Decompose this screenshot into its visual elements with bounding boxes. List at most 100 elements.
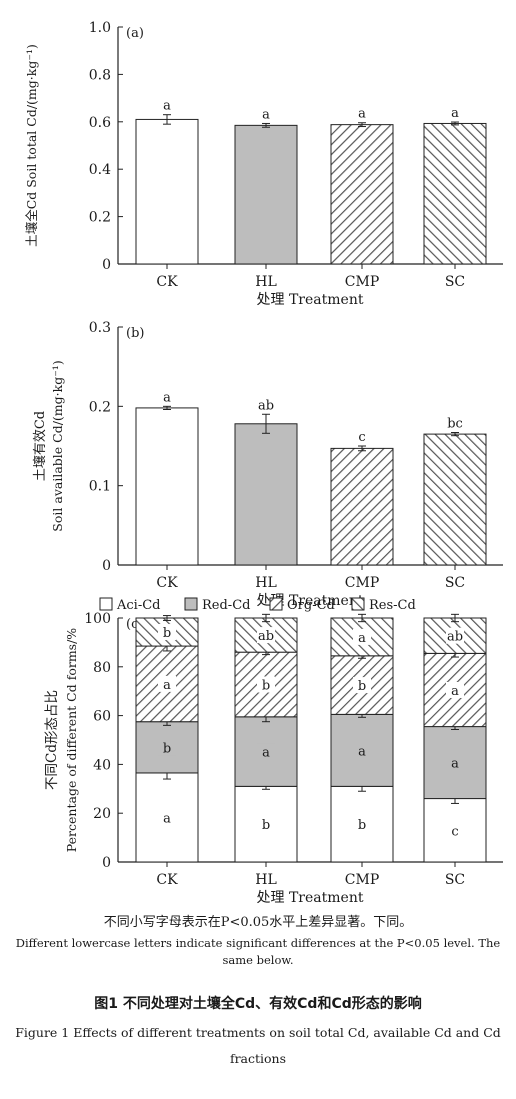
- panel-a-y-tick-label: 0.8: [89, 67, 111, 83]
- panel-c-significance-letter: c: [451, 824, 458, 839]
- panel-a-y-tick-label: 0.2: [89, 210, 111, 226]
- panel-a-x-tick-label: SC: [445, 274, 465, 290]
- panel-c-letter-bg: [353, 816, 371, 833]
- panel-a-y-axis-label: 土壤全Cd Soil total Cd/(mg·kg⁻¹): [24, 44, 39, 247]
- panel-b-x-tick-label: CK: [156, 575, 178, 591]
- panel-c-x-axis-label: 处理 Treatment: [257, 890, 364, 905]
- panel-c-legend-swatch-res-cd: [351, 597, 365, 611]
- panel-c-legend-label: Res-Cd: [369, 598, 416, 613]
- panel-c-y-tick-label: 0: [102, 855, 111, 871]
- panel-b-bar-hl: [234, 423, 298, 566]
- panel-a-panel-label: (a): [126, 26, 144, 41]
- panel-c-legend-label: Red-Cd: [202, 598, 250, 613]
- panel-a-significance-letter: a: [163, 99, 171, 114]
- panel-b-x-tick-label: SC: [445, 575, 465, 591]
- significance-note-cn: 不同小写字母表示在P<0.05水平上差异显著。下同。: [103, 915, 413, 930]
- panel-c-legend-swatch-aci-cd: [99, 597, 113, 611]
- panel-b-significance-letter: ab: [258, 398, 274, 413]
- panel-c-letter-bg: [257, 627, 275, 644]
- panel-b-available-cd-chart: 0 0.1 0.2 0.3 CK HL CMP SC 处理 Treatment (b) a ab c bc…: [32, 320, 503, 609]
- panel-c-bar-hl-red-cd: [234, 716, 298, 787]
- panel-a-y-tick-label: 0.6: [89, 115, 111, 131]
- panel-b-bar-ck: [135, 407, 199, 566]
- panel-c-y-tick-label: 100: [84, 611, 111, 627]
- panel-c-x-tick-label: HL: [255, 872, 277, 888]
- panel-c-x-tick-label: CMP: [345, 872, 379, 888]
- panel-b-significance-letter: c: [358, 430, 365, 445]
- panel-c-significance-letter: a: [163, 811, 171, 826]
- panel-c-significance-letter: b: [163, 741, 171, 756]
- panel-a-x-tick-label: CK: [156, 274, 178, 290]
- panel-c-y-tick-label: 40: [93, 757, 111, 773]
- panel-b-significance-letter: a: [163, 390, 171, 405]
- panel-a-bar-ck: [135, 118, 199, 265]
- panel-a-bar-hl: [234, 124, 298, 265]
- panel-b-y-tick-label: 0.2: [89, 399, 111, 415]
- panel-c-letter-bg: [353, 677, 371, 694]
- panel-a-y-tick-label: 0: [102, 257, 111, 273]
- panel-c-y-tick-label: 60: [93, 709, 111, 725]
- panel-c-significance-letter: b: [358, 679, 366, 694]
- panel-c-significance-letter: b: [262, 818, 270, 833]
- panel-b-y-tick-label: 0: [102, 558, 111, 574]
- panel-c-significance-letter: a: [262, 746, 270, 761]
- panel-a-bar-sc: [423, 122, 487, 265]
- panel-c-x-tick-label: CK: [156, 872, 178, 888]
- panel-c-letter-bg: [446, 681, 464, 698]
- panel-b-significance-letter: bc: [447, 417, 463, 432]
- panel-b-y-tick-label: 0.3: [89, 320, 111, 336]
- panel-b-panel-label: (b): [126, 326, 144, 341]
- panel-c-significance-letter: a: [358, 744, 366, 759]
- panel-c-y-tick-label: 80: [93, 660, 111, 676]
- panel-a-x-axis-label: 处理 Treatment: [257, 292, 364, 308]
- panel-c-letter-bg: [158, 739, 176, 756]
- panel-b-bar-sc: [423, 433, 487, 566]
- panel-b-x-tick-label: HL: [255, 575, 277, 591]
- panel-c-y-axis-label-cn: 不同Cd形态占比: [44, 690, 60, 790]
- panel-b-y-tick-label: 0.1: [89, 479, 111, 495]
- panel-c-significance-letter: a: [358, 631, 366, 646]
- panel-c-letter-bg: [353, 742, 371, 759]
- panel-a-total-cd-chart: 0 0.2 0.4 0.6 0.8 1.0 CK HL CMP SC 处理 Treatment (a)…: [24, 20, 503, 308]
- panel-a-x-tick-label: CMP: [345, 274, 379, 290]
- panel-c-significance-letter: a: [451, 684, 459, 699]
- panel-b-y-axis-label-cn: 土壤有效Cd: [32, 411, 48, 481]
- panel-a-significance-letter: a: [358, 107, 366, 122]
- figure-caption-en: Figure 1 Effects of different treatments…: [15, 1025, 501, 1066]
- panel-a-bar-cmp: [330, 124, 394, 265]
- panel-a-significance-letter: a: [262, 107, 270, 122]
- panel-c-letter-bg: [257, 816, 275, 833]
- panel-c-bar-sc-org-cd: [423, 652, 487, 728]
- panel-c-significance-letter: b: [163, 626, 171, 641]
- panel-c-significance-letter: ab: [258, 629, 274, 644]
- significance-note-en: Different lowercase letters indicate sig…: [15, 936, 501, 967]
- panel-b-y-axis-label-en: Soil available Cd/(mg·kg⁻¹): [50, 360, 65, 531]
- panel-c-letter-bg: [446, 627, 464, 644]
- panel-c-y-tick-label: 20: [93, 806, 111, 822]
- panel-c-letter-bg: [158, 624, 176, 641]
- panel-c-significance-letter: ab: [447, 630, 463, 645]
- panel-c-letter-bg: [353, 628, 371, 645]
- panel-c-legend-swatch-red-cd: [184, 597, 198, 611]
- chart-area: 0 0.2 0.4 0.6 0.8 1.0 CK HL CMP SC 处理 Treatment (a)…: [24, 20, 503, 906]
- panel-a-significance-letter: a: [451, 106, 459, 121]
- panel-c-legend-label: Aci-Cd: [116, 598, 161, 613]
- panel-c-letter-bg: [257, 676, 275, 693]
- panel-c-letter-bg: [158, 809, 176, 826]
- panel-c-letter-bg: [257, 743, 275, 760]
- panel-c-significance-letter: a: [163, 678, 171, 693]
- panel-c-significance-letter: a: [451, 757, 459, 772]
- panel-a-y-tick-label: 1.0: [89, 20, 111, 36]
- panel-c-x-tick-label: SC: [445, 872, 465, 888]
- panel-a-y-tick-label: 0.4: [89, 162, 111, 178]
- panel-c-y-axis-label-en: Percentage of different Cd forms/%: [64, 628, 79, 852]
- panel-b-bar-cmp: [330, 447, 394, 566]
- figure-caption-cn: 图1 不同处理对土壤全Cd、有效Cd和Cd形态的影响: [94, 996, 422, 1012]
- panel-c-letter-bg: [446, 754, 464, 771]
- panel-b-x-tick-label: CMP: [345, 575, 379, 591]
- panel-c-legend-swatch-org-cd: [269, 597, 283, 611]
- panel-c-bar-sc-res-cd: [423, 617, 487, 654]
- panel-c-significance-letter: b: [358, 818, 366, 833]
